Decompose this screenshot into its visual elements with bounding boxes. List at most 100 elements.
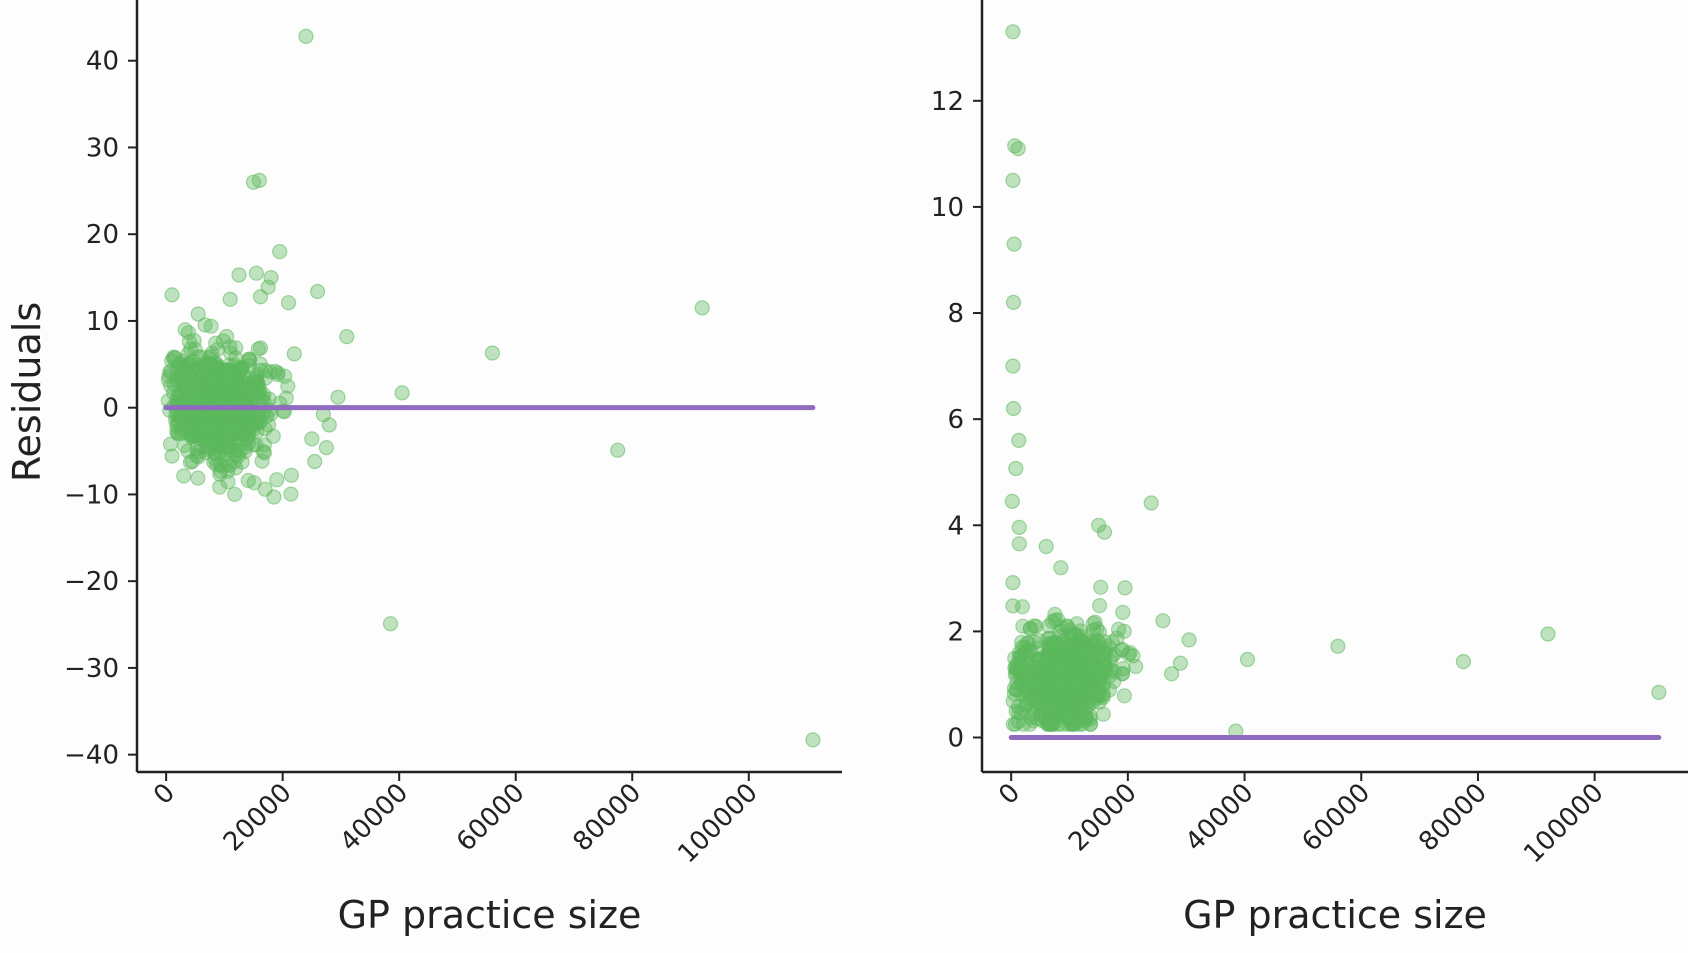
y-tick-label: −10: [64, 480, 119, 510]
scatter-point: [1011, 536, 1027, 552]
cluster-point: [1091, 686, 1107, 702]
cluster-point: [177, 363, 193, 379]
scatter-point: [1006, 236, 1022, 252]
cluster-point: [256, 437, 272, 453]
cluster-point: [175, 374, 191, 390]
cluster-point: [182, 454, 198, 470]
scatter-point: [1005, 358, 1021, 374]
cluster-point: [164, 448, 180, 464]
scatter-point: [1011, 519, 1027, 536]
scatter-point: [1005, 400, 1022, 417]
cluster-point: [220, 474, 236, 490]
scatter-point: [190, 306, 206, 322]
scatter-point: [1096, 524, 1113, 540]
scatter-point: [1005, 24, 1021, 40]
right-x-axis-title: GP practice size: [1183, 893, 1487, 937]
cluster-point: [207, 373, 223, 389]
cluster-point: [1114, 641, 1130, 657]
cluster-point: [227, 421, 243, 437]
scatter-point: [263, 270, 279, 286]
cluster-point: [212, 479, 228, 495]
cluster-point: [176, 437, 193, 454]
cluster-point: [1091, 694, 1107, 710]
cluster-point: [1113, 642, 1130, 658]
cluster-point: [206, 454, 222, 470]
cluster-point: [221, 421, 237, 437]
scatter-point: [1455, 653, 1472, 670]
y-tick-label: 0: [947, 724, 964, 754]
cluster-point: [220, 373, 236, 389]
scatter-point: [1143, 495, 1159, 511]
cluster-point: [167, 350, 183, 366]
cluster-point: [1116, 623, 1132, 639]
scatter-point: [1172, 655, 1189, 671]
cluster-point: [219, 362, 236, 378]
cluster-point: [250, 341, 266, 357]
cluster-point: [200, 372, 217, 388]
cluster-point: [248, 437, 264, 453]
cluster-point: [177, 322, 193, 338]
cluster-point: [222, 457, 238, 474]
cluster-point: [232, 443, 248, 459]
scatter-point: [1053, 560, 1069, 576]
cluster-point: [234, 454, 250, 470]
cluster-point: [1047, 606, 1063, 623]
right-y-ticks: 0 2 4 6 8 10 12: [931, 87, 982, 754]
cluster-point: [1019, 635, 1035, 651]
cluster-point: [1020, 663, 1036, 679]
cluster-point: [208, 438, 224, 455]
scatter-point: [1155, 613, 1171, 629]
cluster-point: [231, 408, 247, 424]
cluster-point: [1082, 716, 1098, 732]
cluster-point: [241, 353, 258, 369]
cluster-point: [261, 391, 277, 407]
cluster-point: [1054, 660, 1071, 676]
scatter-point: [318, 440, 334, 456]
cluster-point: [1041, 666, 1057, 683]
cluster-point: [1097, 661, 1114, 677]
scatter-point: [222, 291, 238, 307]
scatter-point: [1005, 172, 1021, 188]
scatter-point: [382, 616, 399, 632]
cluster-point: [1041, 618, 1057, 634]
scatter-point: [1239, 651, 1256, 668]
scatter-point: [269, 472, 285, 488]
y-tick-label: 4: [947, 511, 964, 541]
cluster-point: [217, 385, 233, 401]
right-points: [1004, 24, 1667, 739]
cluster-point: [1061, 695, 1077, 712]
scatter-point: [245, 174, 262, 190]
cluster-point: [1028, 618, 1044, 634]
scatter-point: [252, 289, 269, 305]
scatter-point: [298, 28, 314, 45]
cluster-point: [227, 486, 243, 502]
scatter-point: [280, 295, 297, 311]
cluster-point: [190, 470, 206, 486]
y-tick-label: −40: [64, 741, 119, 771]
cluster-point: [1058, 708, 1074, 724]
y-tick-label: 10: [931, 193, 964, 223]
scatter-point: [394, 385, 410, 401]
cluster-point: [248, 408, 264, 424]
scatter-point: [330, 389, 346, 405]
cluster-point: [202, 357, 218, 373]
scatter-point: [307, 453, 323, 470]
scatter-point: [164, 287, 180, 303]
scatter-point: [283, 467, 299, 483]
cluster-point: [1005, 693, 1021, 709]
y-tick-label: −30: [64, 654, 119, 684]
cluster-point: [1116, 688, 1133, 704]
cluster-point: [257, 362, 274, 378]
left-x-axis-title: GP practice size: [338, 893, 642, 937]
scatter-point: [1011, 432, 1027, 448]
scatter-point: [266, 489, 282, 505]
scatter-point: [1004, 493, 1020, 509]
cluster-point: [162, 364, 178, 380]
y-tick-label: 6: [947, 405, 964, 435]
cluster-point: [197, 317, 213, 333]
cluster-point: [1044, 702, 1060, 718]
cluster-point: [254, 453, 270, 469]
scatter-point: [1117, 580, 1133, 596]
y-tick-label: −20: [64, 567, 119, 597]
cluster-point: [1092, 669, 1108, 685]
